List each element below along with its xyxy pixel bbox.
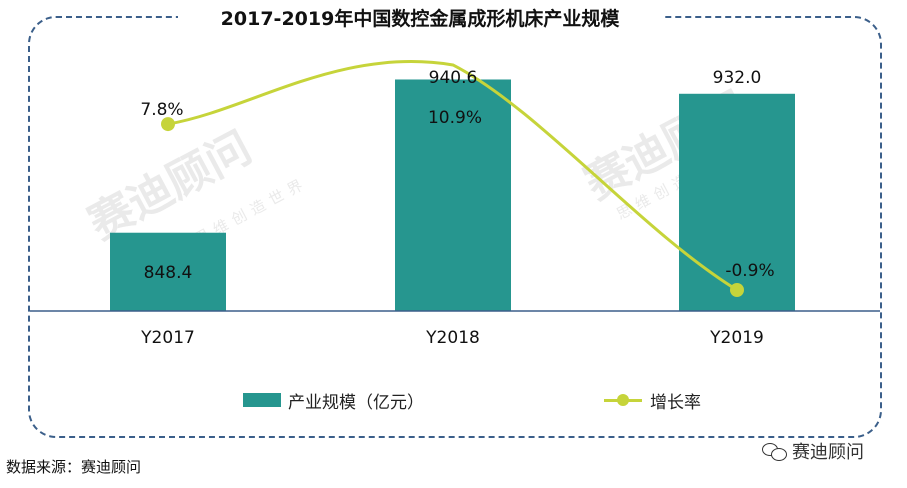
data-source-note: 数据来源：赛迪顾问 [6,458,142,476]
bar-y2019 [679,93,795,311]
wechat-icon [762,441,788,461]
legend-bar-swatch [243,393,281,407]
legend-line-label: 增长率 [650,393,701,413]
growth-rate-label: -0.9% [725,261,774,281]
chart-title: 2017-2019年中国数控金属成形机床产业规模 [178,2,662,36]
growth-rate-point [161,117,175,132]
x-tick-label: Y2017 [140,328,195,348]
bar-y2018 [395,79,511,311]
growth-rate-label: 10.9% [428,108,482,128]
bar-y2017 [110,232,226,311]
legend-line-marker [617,394,629,406]
chart-legend: 产业规模（亿元） 增长率 [0,384,907,414]
bar-value-label: 848.4 [144,263,193,283]
bar-value-label: 940.6 [429,68,478,88]
x-tick-label: Y2018 [425,328,480,348]
brand-badge: 赛迪顾问 [762,440,864,463]
brand-name: 赛迪顾问 [792,442,864,463]
legend-bar-label: 产业规模（亿元） [288,393,424,413]
growth-rate-line [167,60,738,292]
growth-rate-point [730,283,744,297]
growth-rate-label: 7.8% [140,100,183,120]
x-tick-label: Y2019 [709,328,764,348]
bar-value-label: 932.0 [713,68,762,88]
